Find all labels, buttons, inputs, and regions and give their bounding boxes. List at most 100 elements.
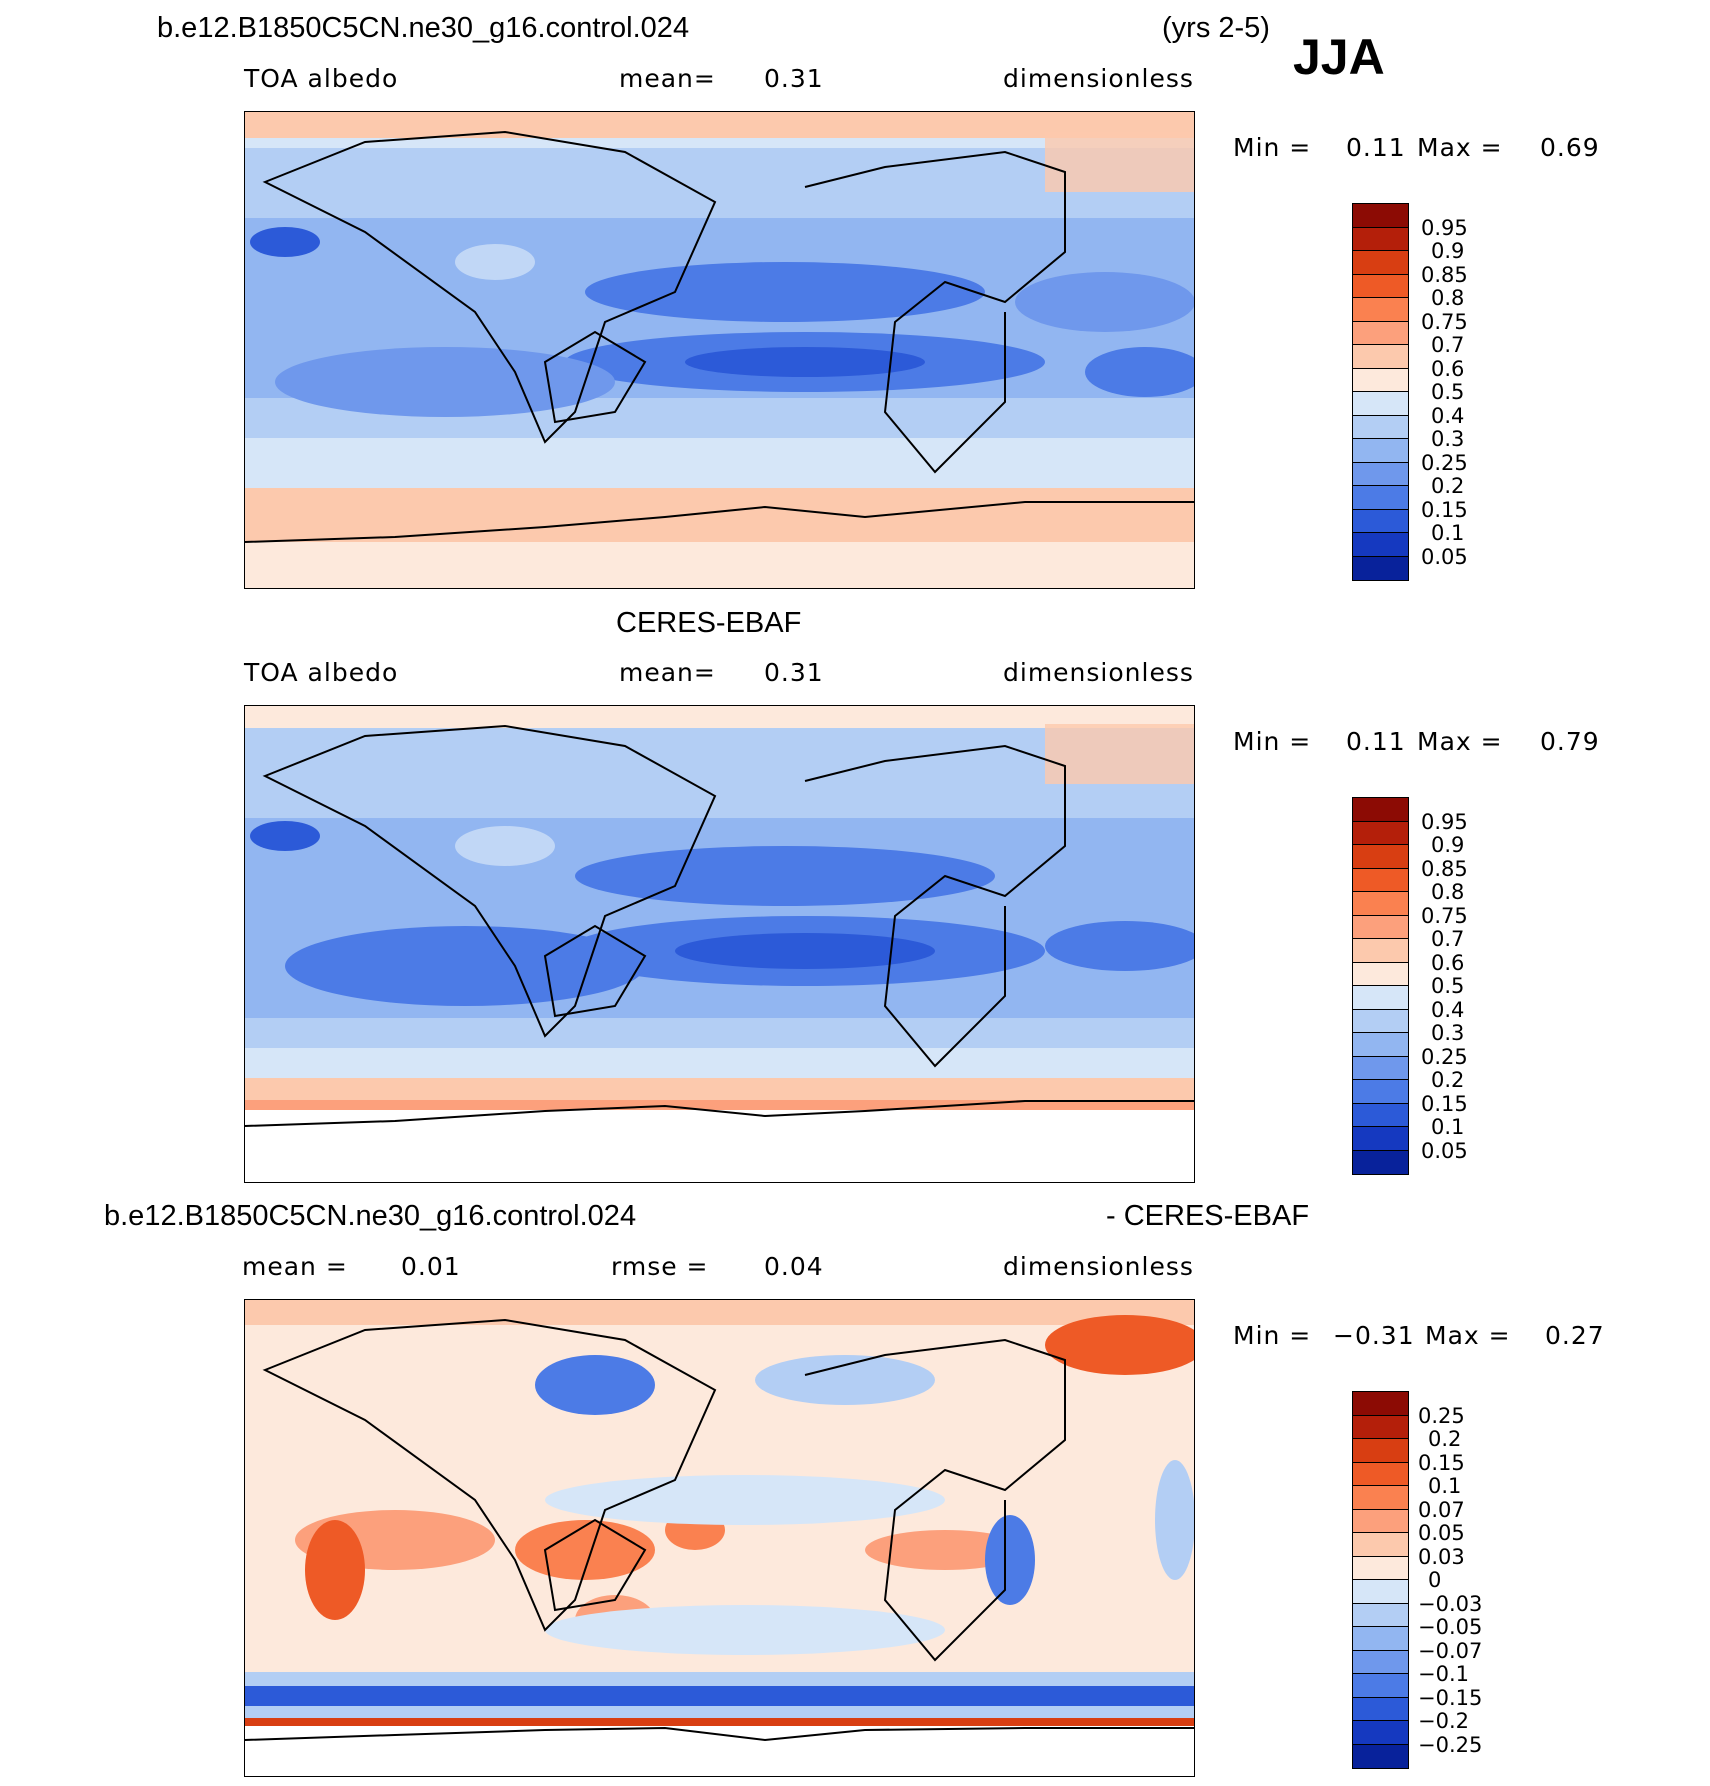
colorbar-swatch (1353, 486, 1408, 510)
colorbar-swatch (1353, 556, 1408, 580)
colorbar-tick-label: 0.15 (1418, 1450, 1465, 1475)
colorbar-swatch (1353, 1650, 1408, 1674)
panel3-rmse-value: 0.04 (764, 1252, 824, 1281)
colorbar-tick-label: 0.7 (1431, 333, 1465, 357)
colorbar-swatch (1353, 321, 1408, 345)
panel3-units: dimensionless (1003, 1252, 1194, 1281)
colorbar-swatch (1353, 1744, 1408, 1768)
colorbar-tick-label: 0.4 (1431, 997, 1465, 1022)
colorbar-tick-label: 0.2 (1431, 1068, 1465, 1092)
panel1-max-label: Max = (1417, 133, 1503, 162)
colorbar-tick-label: 0.3 (1431, 427, 1465, 451)
panel3-title-right: - CERES-EBAF (1106, 1200, 1310, 1232)
panel1-min-value: 0.11 (1346, 133, 1406, 162)
colorbar-swatch (1353, 1627, 1408, 1651)
colorbar-tick-label: 0.95 (1421, 809, 1468, 834)
panel3-map (244, 1299, 1195, 1777)
years-label: (yrs 2-5) (1162, 12, 1270, 44)
panel1-colorbar (1352, 203, 1409, 581)
colorbar-swatch (1353, 415, 1408, 439)
panel2-min-label: Min = (1233, 727, 1312, 756)
panel1-mean-label: mean= (619, 64, 716, 93)
colorbar-swatch (1353, 1392, 1408, 1416)
colorbar-tick-label: −0.05 (1418, 1615, 1483, 1639)
colorbar-tick-label: 0.9 (1431, 833, 1465, 857)
colorbar-tick-label: 0.1 (1431, 1115, 1465, 1139)
panel2-title: CERES-EBAF (616, 607, 802, 639)
colorbar-tick-label: −0.2 (1418, 1709, 1469, 1733)
panel2-mean-label: mean= (619, 658, 716, 687)
panel1-min-label: Min = (1233, 133, 1312, 162)
panel1-max-value: 0.69 (1540, 133, 1600, 162)
colorbar-swatch (1353, 1721, 1408, 1745)
panel2-max-label: Max = (1417, 727, 1503, 756)
colorbar-tick-label: 0.5 (1431, 380, 1465, 404)
colorbar-tick-label: 0.07 (1418, 1497, 1465, 1522)
panel3-colorbar (1352, 1391, 1409, 1769)
colorbar-tick-label: 0.25 (1421, 1044, 1468, 1069)
colorbar-swatch (1353, 1103, 1408, 1127)
colorbar-swatch (1353, 939, 1408, 963)
colorbar-swatch (1353, 1580, 1408, 1604)
colorbar-swatch (1353, 1486, 1408, 1510)
colorbar-tick-label: 0.25 (1421, 450, 1468, 475)
colorbar-tick-label: 0 (1428, 1568, 1442, 1592)
colorbar-tick-label: 0.5 (1431, 974, 1465, 998)
colorbar-swatch (1353, 1556, 1408, 1580)
panel1-map (244, 111, 1195, 589)
panel3-title-left: b.e12.B1850C5CN.ne30_g16.control.024 (104, 1200, 637, 1232)
colorbar-tick-label: 0.05 (1421, 1138, 1468, 1163)
panel3-mean-label: mean = (242, 1252, 348, 1281)
colorbar-tick-label: 0.9 (1431, 239, 1465, 263)
colorbar-swatch (1353, 533, 1408, 557)
panel3-map-svg (245, 1300, 1194, 1776)
season-label: JJA (1293, 29, 1385, 85)
panel1-map-svg (245, 112, 1194, 588)
panel3-rmse-label: rmse = (611, 1252, 709, 1281)
panel1-variable: TOA albedo (244, 64, 399, 93)
colorbar-swatch (1353, 868, 1408, 892)
colorbar-swatch (1353, 509, 1408, 533)
colorbar-swatch (1353, 1603, 1408, 1627)
colorbar-swatch (1353, 204, 1408, 228)
panel3-max-label: Max = (1425, 1321, 1511, 1350)
colorbar-swatch (1353, 1462, 1408, 1486)
colorbar-swatch (1353, 986, 1408, 1010)
colorbar-swatch (1353, 1697, 1408, 1721)
colorbar-tick-label: 0.6 (1431, 356, 1465, 381)
colorbar-swatch (1353, 798, 1408, 822)
colorbar-swatch (1353, 1009, 1408, 1033)
colorbar-swatch (1353, 1127, 1408, 1151)
panel2-units: dimensionless (1003, 658, 1194, 687)
colorbar-swatch (1353, 962, 1408, 986)
colorbar-swatch (1353, 462, 1408, 486)
colorbar-tick-label: 0.7 (1431, 927, 1465, 951)
colorbar-tick-label: 0.95 (1421, 215, 1468, 240)
colorbar-swatch (1353, 1415, 1408, 1439)
panel2-map-svg (245, 706, 1194, 1182)
panel3-min-label: Min = (1233, 1321, 1312, 1350)
colorbar-tick-label: 0.2 (1428, 1427, 1462, 1451)
colorbar-swatch (1353, 1533, 1408, 1557)
colorbar-swatch (1353, 1056, 1408, 1080)
colorbar-swatch (1353, 368, 1408, 392)
colorbar-tick-label: 0.85 (1421, 262, 1468, 287)
colorbar-tick-label: 0.1 (1431, 521, 1465, 545)
panel2-min-value: 0.11 (1346, 727, 1406, 756)
colorbar-tick-label: 0.25 (1418, 1403, 1465, 1428)
colorbar-swatch (1353, 439, 1408, 463)
colorbar-swatch (1353, 1509, 1408, 1533)
colorbar-tick-label: 0.03 (1418, 1544, 1465, 1569)
colorbar-swatch (1353, 1033, 1408, 1057)
colorbar-tick-label: 0.05 (1418, 1521, 1465, 1545)
colorbar-tick-label: −0.15 (1418, 1685, 1483, 1710)
panel3-mean-value: 0.01 (401, 1252, 461, 1281)
colorbar-swatch (1353, 845, 1408, 869)
colorbar-tick-label: 0.6 (1431, 950, 1465, 975)
colorbar-swatch (1353, 392, 1408, 416)
colorbar-tick-label: 0.15 (1421, 1091, 1468, 1116)
colorbar-tick-label: 0.75 (1421, 903, 1468, 928)
colorbar-swatch (1353, 345, 1408, 369)
colorbar-swatch (1353, 1150, 1408, 1174)
panel2-variable: TOA albedo (244, 658, 399, 687)
